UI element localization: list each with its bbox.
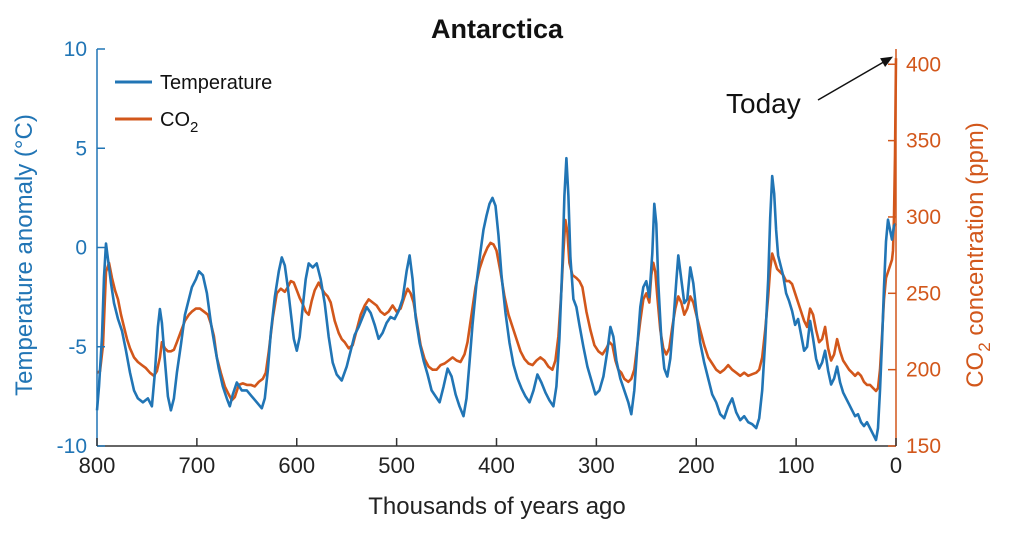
x-ticks: 800 700 600 500 400 300 200 100 0 (79, 438, 902, 478)
x-tick-label: 100 (778, 453, 815, 478)
legend: Temperature CO2 (115, 72, 272, 136)
co2-line (96, 58, 898, 402)
left-tick-label: -5 (68, 336, 87, 359)
right-tick-label: 150 (906, 435, 941, 458)
plot-area (95, 58, 898, 442)
right-y-axis-label-suffix: concentration (ppm) (962, 122, 989, 342)
right-tick-label: 250 (906, 282, 941, 305)
x-tick-label: 600 (278, 453, 315, 478)
x-tick-label: 700 (179, 453, 216, 478)
legend-temperature-label: Temperature (160, 72, 272, 94)
legend-co2-prefix: CO (160, 109, 190, 131)
right-tick-label: 300 (906, 206, 941, 229)
x-tick-label: 200 (678, 453, 715, 478)
right-tick-label: 400 (906, 53, 941, 76)
today-arrow (817, 60, 885, 101)
right-y-axis-label-subscript: 2 (975, 342, 994, 351)
right-y-ticks: 150 200 250 300 350 400 (888, 53, 941, 458)
right-y-axis-label: CO2 concentration (ppm) (962, 122, 994, 388)
today-arrowhead (880, 56, 893, 67)
x-tick-label: 300 (578, 453, 615, 478)
left-y-axis-label: Temperature anomaly (°C) (11, 114, 38, 396)
co2-series (96, 58, 898, 402)
x-tick-label: 0 (890, 453, 902, 478)
today-label: Today (726, 88, 801, 119)
x-tick-label: 400 (478, 453, 515, 478)
left-tick-label: -10 (57, 435, 87, 458)
left-tick-label: 0 (75, 237, 87, 260)
x-tick-label: 800 (79, 453, 116, 478)
right-y-axis-label-prefix: CO (962, 352, 989, 388)
x-axis-label: Thousands of years ago (368, 493, 626, 520)
x-tick-label: 500 (378, 453, 415, 478)
temperature-line (95, 156, 897, 442)
left-y-ticks: -10 -5 0 5 10 (57, 38, 105, 458)
right-tick-label: 200 (906, 359, 941, 382)
left-tick-label: 5 (75, 137, 87, 160)
temperature-series (95, 156, 897, 442)
left-tick-label: 10 (64, 38, 87, 61)
today-annotation: Today (726, 56, 893, 119)
legend-co2-label: CO2 (160, 109, 198, 136)
legend-co2-subscript: 2 (190, 119, 198, 136)
right-tick-label: 350 (906, 130, 941, 153)
chart-title: Antarctica (431, 14, 564, 44)
